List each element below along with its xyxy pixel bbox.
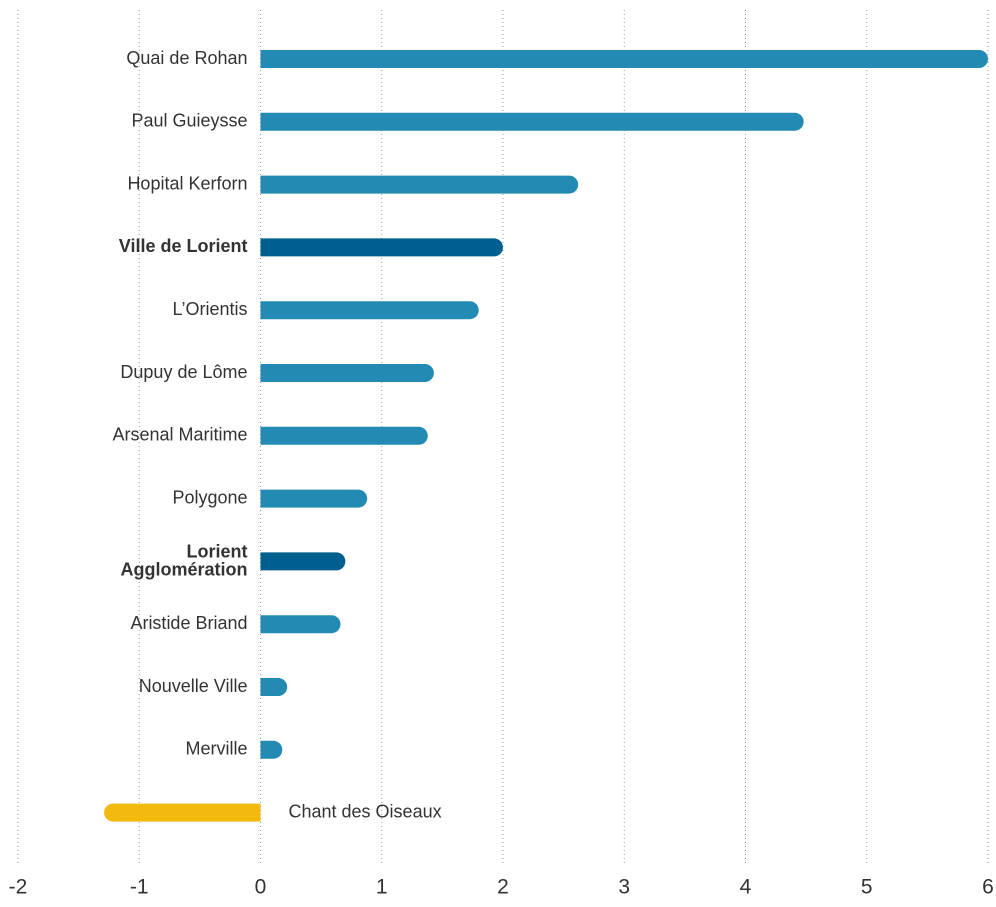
bar — [260, 364, 434, 382]
bar — [104, 803, 261, 822]
category-label: Paul Guieysse — [131, 111, 247, 131]
category-label: Polygone — [172, 487, 247, 507]
x-tick-label: 5 — [861, 876, 873, 899]
category-label: Aristide Briand — [130, 613, 247, 633]
bar — [260, 238, 503, 257]
category-label: Ville de Lorient — [119, 236, 248, 256]
bar — [260, 175, 579, 194]
x-tick-label: -2 — [9, 876, 28, 899]
category-label: Hopital Kerforn — [127, 173, 247, 193]
bar — [260, 615, 341, 634]
x-tick-label: 1 — [376, 876, 388, 899]
x-tick-label: 6 — [982, 876, 994, 899]
bar — [260, 489, 368, 508]
bar — [260, 112, 804, 131]
bar — [260, 426, 428, 445]
category-label: Dupuy de Lôme — [120, 362, 247, 382]
category-label: Lorient Agglomération — [120, 541, 247, 579]
x-tick-label: 4 — [740, 876, 752, 899]
x-tick-label: 3 — [618, 876, 630, 899]
category-label: Quai de Rohan — [126, 48, 247, 68]
bar — [260, 301, 479, 320]
x-tick-label: 2 — [497, 876, 509, 899]
category-label: Merville — [185, 739, 247, 759]
category-label: L’Orientis — [172, 299, 247, 319]
bar — [260, 552, 346, 571]
bar — [260, 50, 988, 68]
category-label: Arsenal Maritime — [112, 425, 247, 445]
category-label: Nouvelle Ville — [139, 676, 248, 696]
bar — [260, 678, 288, 696]
bar — [260, 740, 283, 759]
category-label: Chant des Oiseaux — [289, 801, 442, 821]
x-tick-label: -1 — [130, 876, 149, 899]
x-tick-label: 0 — [255, 876, 267, 899]
